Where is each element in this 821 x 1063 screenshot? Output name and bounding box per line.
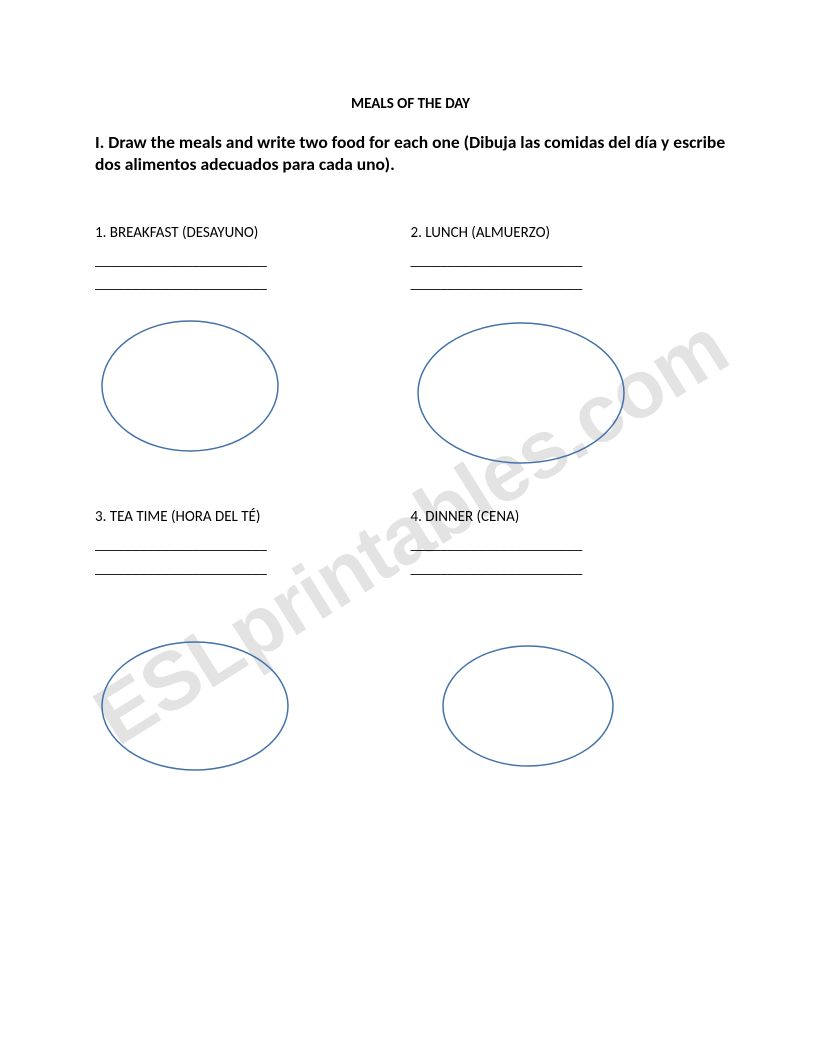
- meal-item-breakfast: 1. BREAKFAST (DESAYUNO) ________________…: [95, 224, 411, 479]
- meals-grid: 1. BREAKFAST (DESAYUNO) ________________…: [95, 224, 726, 816]
- plate-ellipse: [411, 318, 641, 473]
- meal-item-lunch: 2. LUNCH (ALMUERZO) ____________________…: [411, 224, 727, 479]
- page-title: MEALS OF THE DAY: [95, 95, 726, 113]
- blank-line: _______________________: [95, 250, 411, 273]
- blank-line: _______________________: [95, 534, 411, 557]
- ellipse-container: [95, 636, 411, 786]
- meal-label: 2. LUNCH (ALMUERZO): [411, 224, 727, 242]
- instruction-text: I. Draw the meals and write two food for…: [95, 131, 726, 176]
- ellipse-container: [95, 318, 411, 468]
- ellipse-shape: [443, 646, 613, 766]
- ellipse-shape: [102, 642, 288, 770]
- ellipse-container: [411, 318, 727, 478]
- blank-line: _______________________: [95, 273, 411, 296]
- meal-item-teatime: 3. TEA TIME (HORA DEL TÉ) ______________…: [95, 508, 411, 786]
- blank-line: _______________________: [411, 250, 727, 273]
- meal-item-dinner: 4. DINNER (CENA) _______________________…: [411, 508, 727, 786]
- worksheet-page: MEALS OF THE DAY I. Draw the meals and w…: [0, 0, 821, 816]
- blank-line: _______________________: [411, 534, 727, 557]
- ellipse-shape: [102, 321, 278, 451]
- plate-ellipse: [436, 641, 631, 776]
- blank-line: _______________________: [95, 558, 411, 581]
- meal-label: 4. DINNER (CENA): [411, 508, 727, 526]
- plate-ellipse: [95, 318, 295, 463]
- ellipse-shape: [418, 323, 624, 463]
- meal-label: 3. TEA TIME (HORA DEL TÉ): [95, 508, 411, 526]
- plate-ellipse: [95, 636, 305, 781]
- blank-line: _______________________: [411, 558, 727, 581]
- blank-line: _______________________: [411, 273, 727, 296]
- meal-label: 1. BREAKFAST (DESAYUNO): [95, 224, 411, 242]
- ellipse-container: [436, 641, 727, 781]
